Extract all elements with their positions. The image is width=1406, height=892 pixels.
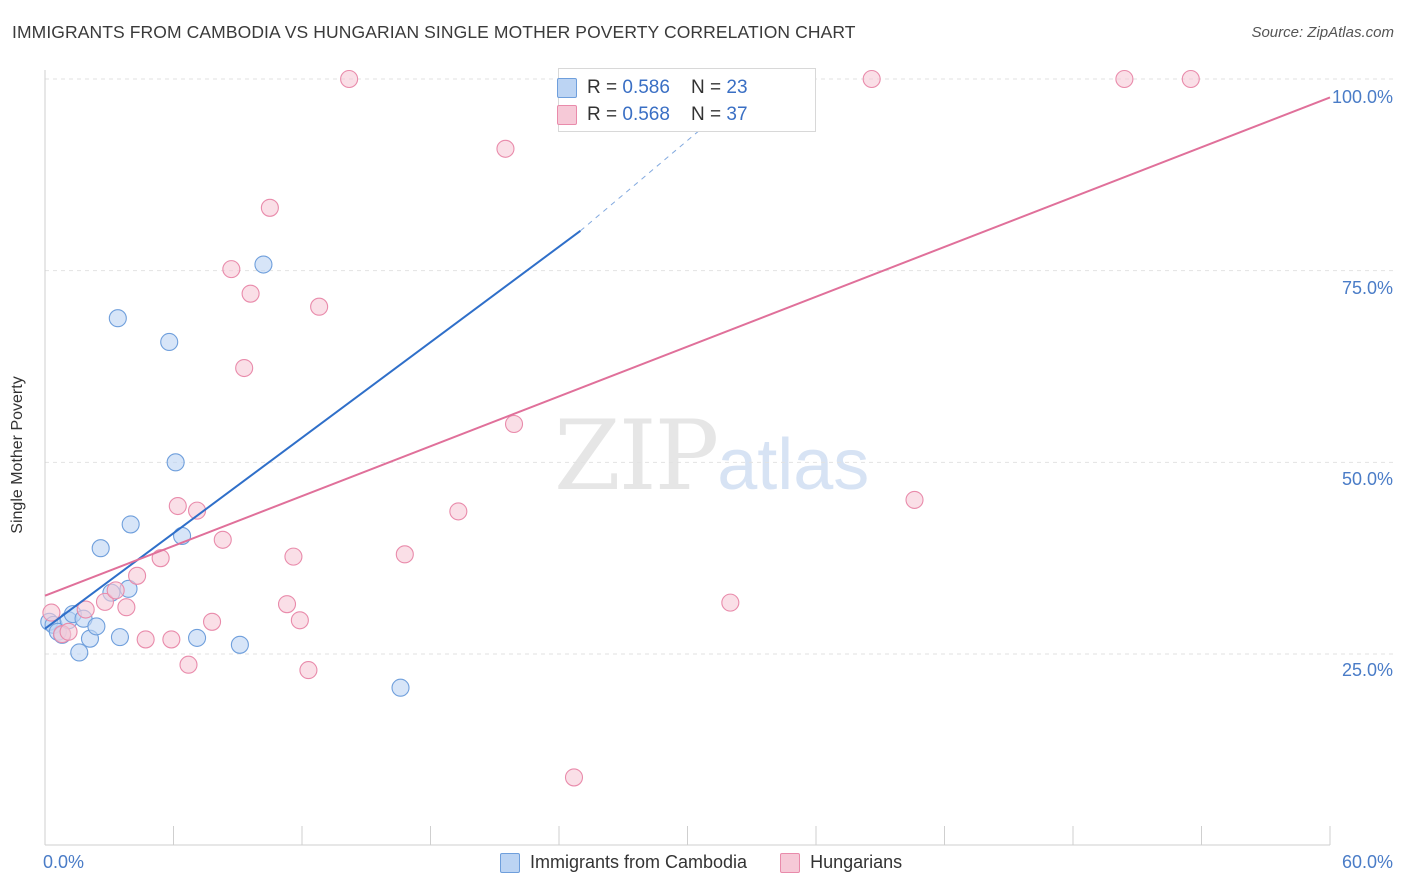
source-label: Source: ZipAtlas.com	[1251, 24, 1394, 41]
r-value-hungarians: 0.568	[622, 104, 670, 125]
hungarian-point-6	[117, 598, 136, 617]
hungarian-point-24	[310, 297, 329, 316]
y-tick-label-100: 100.0%	[1331, 87, 1393, 107]
cambodia-point-13	[110, 628, 130, 647]
hungarian-point-35	[1181, 69, 1200, 89]
hungarian-point-4	[95, 592, 115, 611]
hungarian-point-14	[203, 612, 222, 631]
hungarian-point-32	[862, 69, 881, 89]
x-tick-label-max: 60.0%	[1341, 852, 1393, 872]
hungarian-point-16	[222, 260, 241, 279]
hungarian-point-9	[151, 549, 170, 568]
cambodia-point-19	[188, 628, 207, 647]
hungarian-point-19	[260, 198, 279, 217]
n-value-cambodia: 23	[726, 77, 748, 98]
r-label: R =	[587, 104, 623, 125]
watermark-atlas: atlas	[717, 425, 870, 505]
hungarian-point-15	[213, 530, 232, 549]
hungarian-point-30	[564, 768, 584, 787]
hungarian-point-13	[188, 501, 207, 520]
hungarian-point-26	[395, 545, 414, 564]
hungarian-point-8	[136, 630, 155, 649]
y-axis-label: Single Mother Poverty	[9, 376, 26, 534]
legend-row-cambodia: R = 0.586 N = 23	[557, 77, 748, 99]
cambodia-point-15	[121, 515, 140, 534]
hungarian-point-11	[168, 496, 187, 516]
legend-swatch-blue	[500, 852, 520, 873]
cambodia-point-21	[254, 255, 273, 274]
n-label: N =	[691, 104, 727, 125]
cambodia-trend-line	[44, 229, 582, 630]
legend-swatch-pink	[557, 105, 577, 125]
cambodia-point-22	[391, 678, 410, 697]
hungarian-point-5	[106, 581, 125, 600]
series-legend: Immigrants from Cambodia Hungarians	[500, 852, 930, 878]
chart-title: IMMIGRANTS FROM CAMBODIA VS HUNGARIAN SI…	[12, 22, 856, 42]
x-tick-label-min: 0.0%	[43, 852, 85, 872]
n-value-hungarians: 37	[726, 104, 748, 125]
hungarian-point-25	[340, 69, 359, 89]
hungarian-point-10	[162, 630, 181, 649]
r-label: R =	[587, 77, 623, 98]
cambodia-point-6	[70, 643, 89, 662]
hungarian-point-28	[496, 139, 515, 158]
hungarian-point-34	[1115, 69, 1134, 89]
legend-swatch-blue	[557, 78, 577, 98]
y-tick-label-50: 50.0%	[1341, 469, 1393, 489]
hungarian-trend-line	[44, 96, 1331, 597]
y-tick-label-75: 75.0%	[1341, 278, 1393, 298]
watermark-zip: ZIP	[554, 400, 719, 512]
hungarian-point-12	[179, 655, 198, 674]
cambodia-point-10	[91, 539, 110, 558]
hungarian-point-33	[905, 490, 924, 509]
legend-swatch-pink	[780, 852, 801, 873]
hungarian-point-2	[59, 622, 78, 641]
hungarian-point-20	[277, 595, 297, 614]
cambodia-point-20	[230, 635, 249, 654]
hungarian-point-17	[241, 284, 260, 303]
correlation-legend: R = 0.586 N = 23 R = 0.568 N = 37	[557, 68, 816, 132]
legend-item-hungarians: Hungarians	[780, 852, 902, 873]
hungarian-point-31	[721, 593, 740, 612]
watermark: ZIPatlas	[554, 400, 869, 512]
r-value-cambodia: 0.586	[622, 77, 670, 98]
legend-row-hungarians: R = 0.568 N = 37	[557, 104, 748, 126]
hungarian-point-18	[235, 358, 254, 378]
hungarian-point-22	[290, 611, 309, 630]
y-tick-label-25: 25.0%	[1341, 660, 1393, 680]
cambodia-point-12	[108, 309, 127, 328]
hungarian-point-27	[449, 502, 468, 521]
hungarian-point-23	[299, 661, 318, 680]
cambodia-point-17	[166, 453, 185, 472]
cambodia-point-9	[87, 617, 106, 636]
hungarian-point-7	[128, 566, 147, 585]
legend-item-cambodia: Immigrants from Cambodia	[500, 852, 747, 873]
hungarian-point-0	[42, 603, 61, 622]
hungarian-point-21	[284, 547, 303, 566]
legend-label-hungarians: Hungarians	[810, 852, 903, 872]
legend-label-cambodia: Immigrants from Cambodia	[530, 852, 748, 872]
hungarian-point-29	[504, 414, 524, 434]
cambodia-point-16	[160, 332, 179, 352]
n-label: N =	[691, 77, 727, 98]
hungarian-point-3	[76, 600, 95, 619]
